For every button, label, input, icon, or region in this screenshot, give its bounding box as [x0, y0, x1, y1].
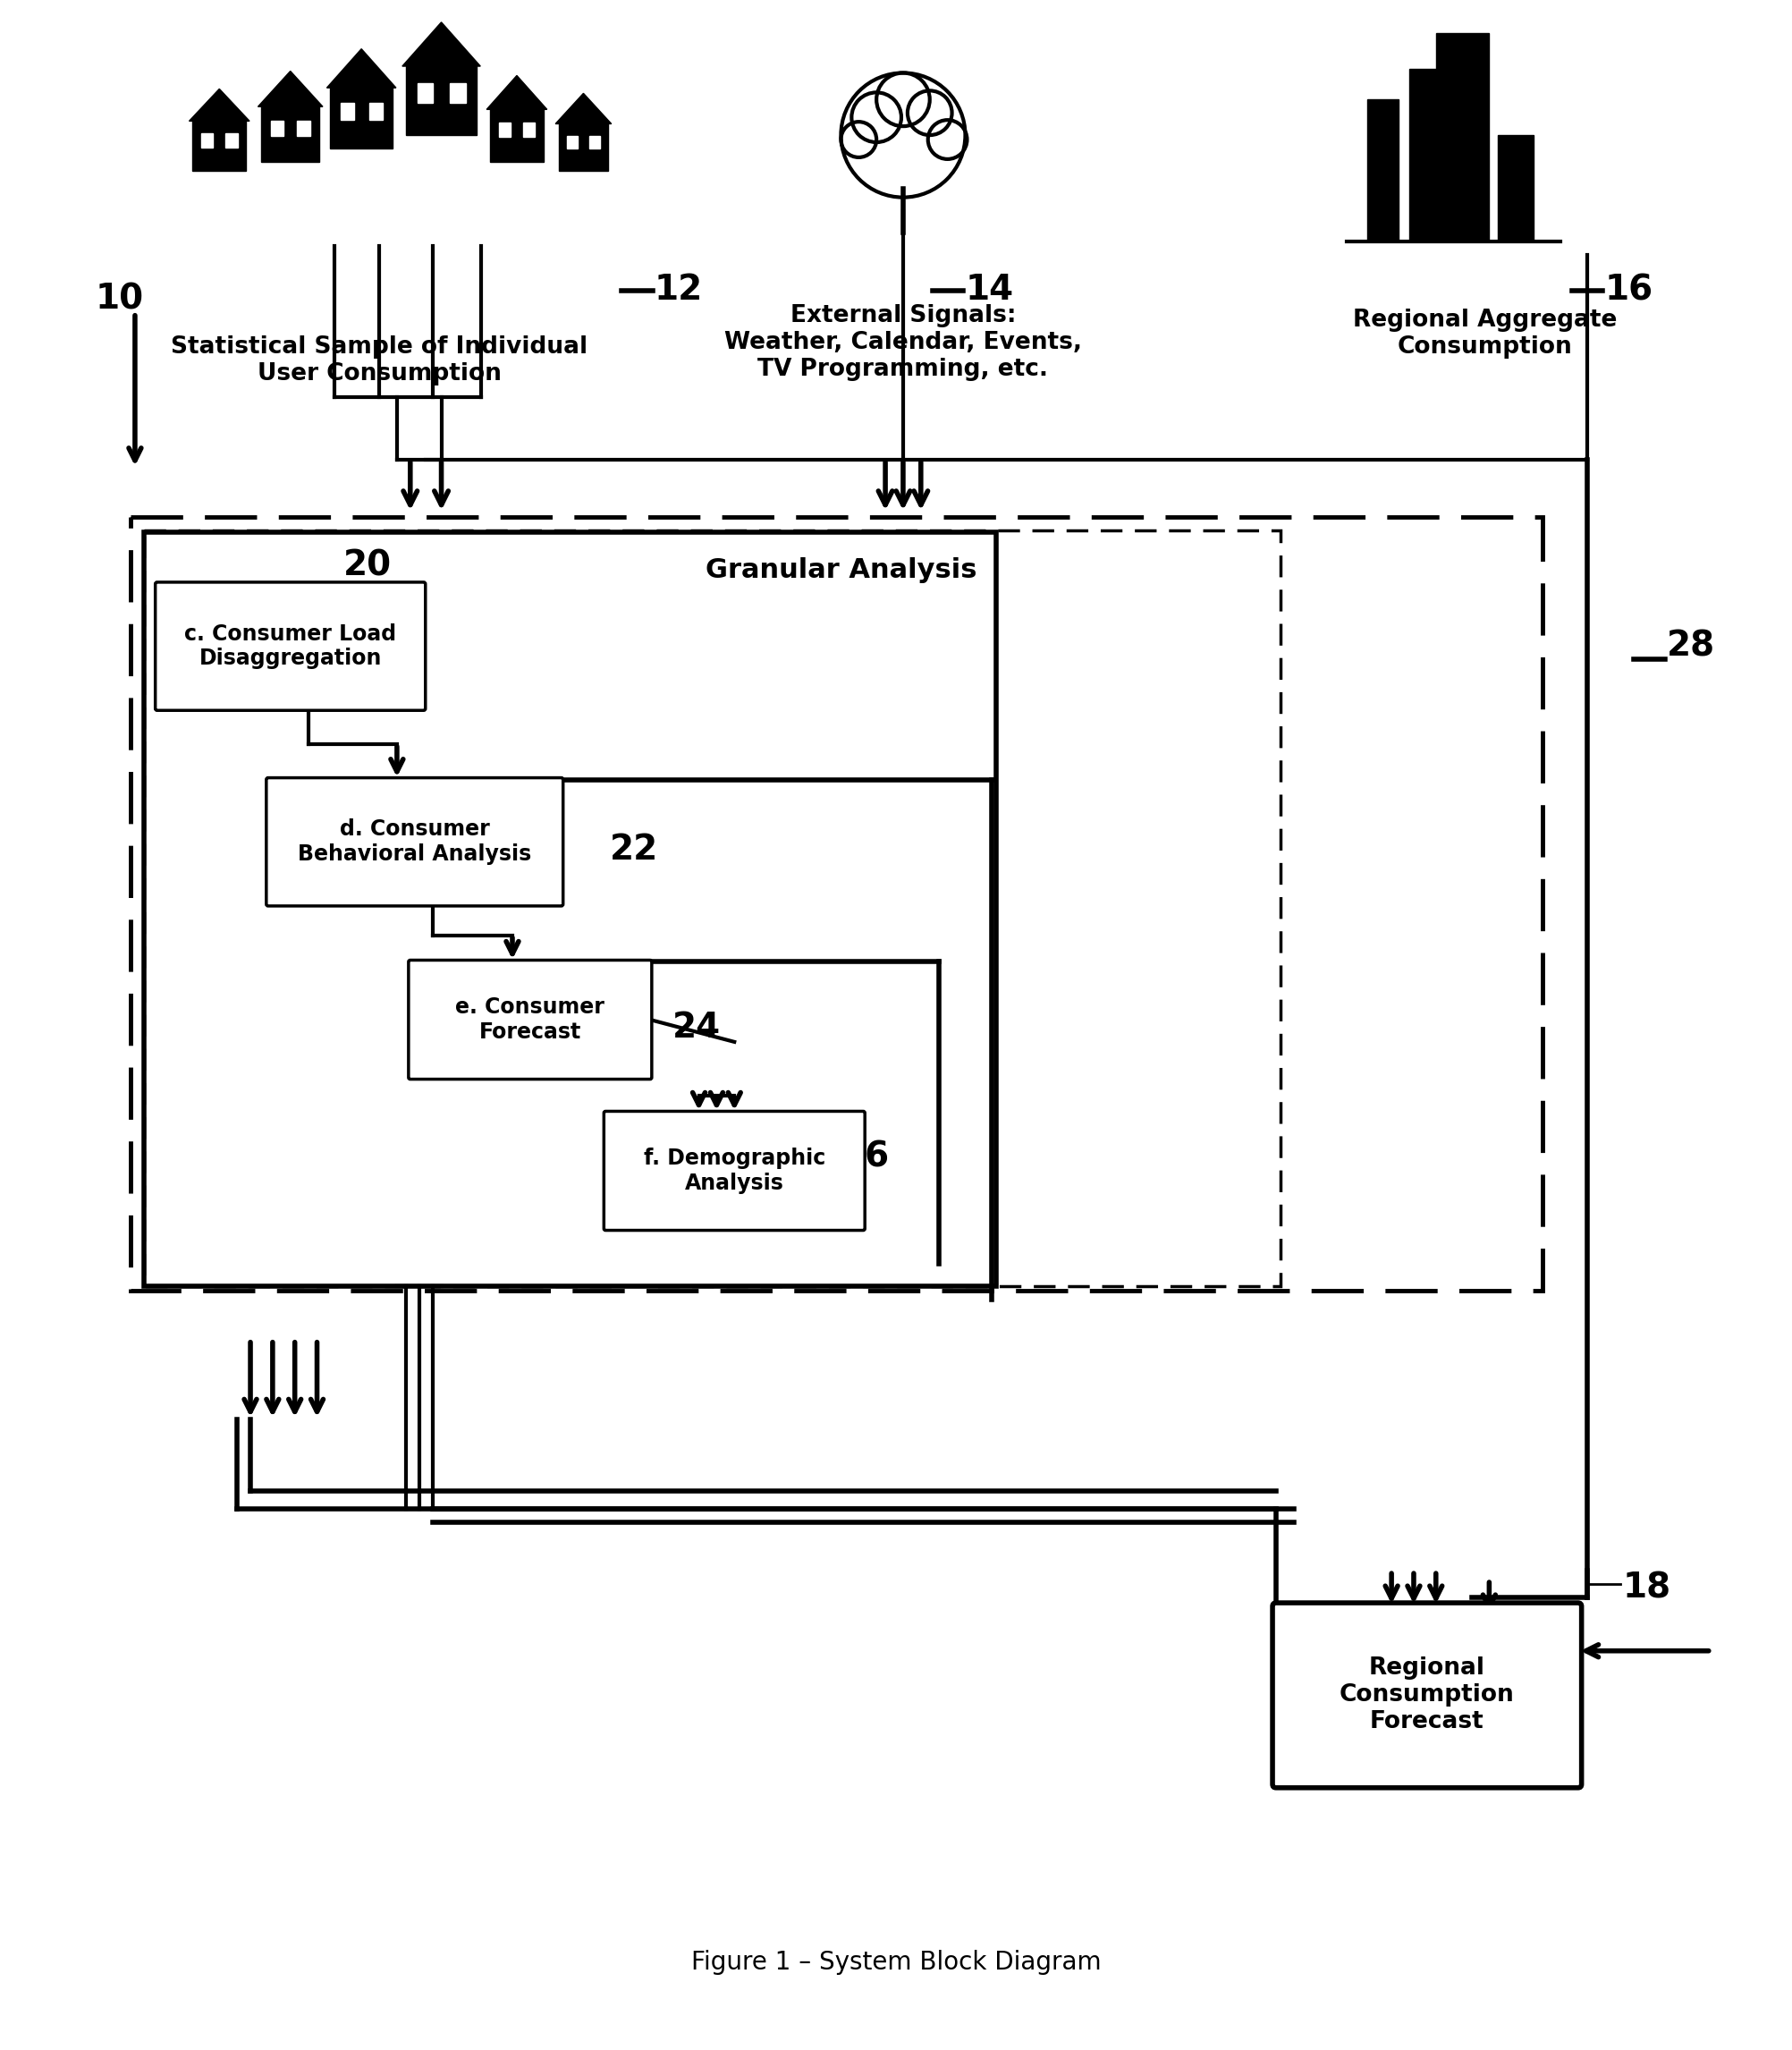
FancyBboxPatch shape	[1272, 1603, 1582, 1788]
Text: Statistical Sample of Individual
User Consumption: Statistical Sample of Individual User Co…	[170, 334, 588, 385]
Bar	[1498, 135, 1534, 242]
Text: 20: 20	[344, 549, 392, 582]
Bar	[271, 121, 283, 135]
Text: Granular Analysis: Granular Analysis	[706, 558, 977, 584]
Text: Figure 1 – System Block Diagram: Figure 1 – System Block Diagram	[692, 1950, 1100, 1974]
Text: 16: 16	[1604, 273, 1652, 307]
Bar	[523, 123, 536, 137]
Text: External Signals:
Weather, Calendar, Events,
TV Programming, etc.: External Signals: Weather, Calendar, Eve…	[724, 303, 1082, 381]
Text: e. Consumer
Forecast: e. Consumer Forecast	[455, 996, 604, 1043]
Bar	[262, 107, 319, 162]
FancyBboxPatch shape	[604, 1111, 866, 1230]
Text: 26: 26	[840, 1140, 889, 1175]
Bar	[131, 517, 1543, 1292]
Bar	[226, 133, 238, 148]
Polygon shape	[487, 76, 547, 109]
Bar	[498, 123, 511, 137]
Bar	[1409, 68, 1435, 242]
Bar	[330, 88, 392, 148]
Text: 22: 22	[609, 832, 659, 867]
Bar	[566, 135, 577, 150]
Bar	[340, 103, 355, 121]
Text: 24: 24	[672, 1011, 720, 1045]
Polygon shape	[190, 88, 249, 121]
Polygon shape	[258, 72, 323, 107]
Text: 28: 28	[1667, 629, 1715, 664]
Text: 10: 10	[95, 281, 143, 316]
Bar	[194, 121, 246, 170]
Bar	[1435, 33, 1489, 242]
Polygon shape	[326, 49, 396, 88]
Bar	[143, 531, 1281, 1285]
Text: d. Consumer
Behavioral Analysis: d. Consumer Behavioral Analysis	[297, 818, 532, 865]
Bar	[143, 533, 996, 1285]
Bar	[491, 109, 543, 162]
Text: 18: 18	[1622, 1570, 1670, 1605]
Text: c. Consumer Load
Disaggregation: c. Consumer Load Disaggregation	[185, 623, 396, 670]
Bar	[559, 123, 607, 170]
Text: Regional
Consumption
Forecast: Regional Consumption Forecast	[1339, 1656, 1514, 1734]
Text: f. Demographic
Analysis: f. Demographic Analysis	[643, 1148, 826, 1193]
Bar	[297, 121, 310, 135]
Bar	[369, 103, 382, 121]
Bar	[201, 133, 213, 148]
Polygon shape	[401, 23, 480, 66]
FancyBboxPatch shape	[409, 959, 652, 1078]
Bar	[405, 66, 477, 135]
Text: 14: 14	[966, 273, 1014, 307]
Bar	[450, 84, 466, 103]
Text: Regional Aggregate
Consumption: Regional Aggregate Consumption	[1353, 308, 1616, 359]
Bar	[1367, 100, 1398, 242]
Bar	[418, 84, 434, 103]
Polygon shape	[556, 94, 611, 123]
FancyBboxPatch shape	[156, 582, 425, 711]
FancyBboxPatch shape	[267, 777, 563, 906]
Bar	[590, 135, 600, 150]
Text: 12: 12	[654, 273, 702, 307]
